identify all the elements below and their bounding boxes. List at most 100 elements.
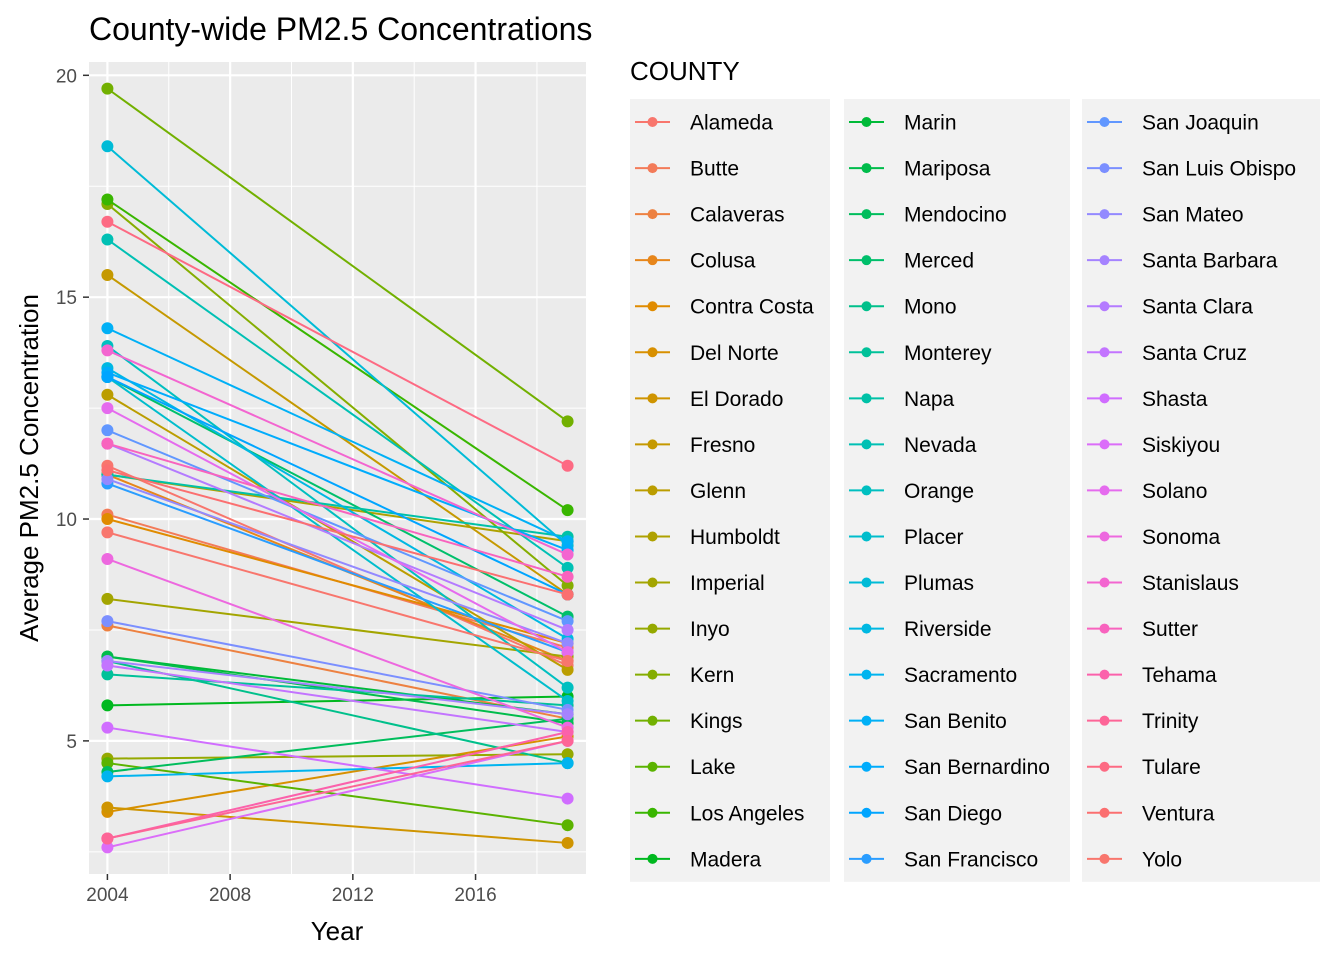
legend-item: Santa Barbara <box>1087 250 1278 273</box>
series-tulare <box>101 215 574 472</box>
series-san-mateo <box>101 473 574 650</box>
series-line <box>106 376 569 618</box>
legend-key-point <box>861 393 872 404</box>
legend-item: San Luis Obispo <box>1087 158 1296 181</box>
legend-key-point <box>647 531 658 542</box>
data-point <box>561 570 574 583</box>
data-point <box>101 437 114 450</box>
series-stanislaus <box>101 344 574 561</box>
series-line <box>107 660 568 716</box>
legend-label: Marin <box>904 112 957 135</box>
legend-item: Shasta <box>1087 388 1208 411</box>
legend-label: Trinity <box>1142 710 1199 733</box>
series-san-benito <box>101 322 574 548</box>
data-point <box>101 82 114 95</box>
series-line <box>107 469 568 596</box>
data-point <box>101 592 114 605</box>
legend-item: Sacramento <box>849 664 1017 687</box>
series-line <box>106 407 569 654</box>
series-layer <box>101 82 574 854</box>
legend-item: Riverside <box>849 618 992 641</box>
legend-label: San Luis Obispo <box>1142 158 1296 181</box>
legend-key-point <box>647 715 658 726</box>
legend-key-point <box>861 117 872 128</box>
legend-item: Madera <box>635 848 762 871</box>
legend-key-point <box>647 255 658 266</box>
legend-item: San Francisco <box>849 848 1038 871</box>
legend-item: Mono <box>849 296 957 319</box>
series-shasta <box>101 721 574 805</box>
legend-key-point <box>861 163 872 174</box>
legend-key-point <box>1099 301 1110 312</box>
legend-item: Mendocino <box>849 204 1007 227</box>
data-point <box>101 513 114 526</box>
legend-item: Alameda <box>635 112 773 135</box>
series-line <box>107 442 568 578</box>
legend-key-point <box>1099 393 1110 404</box>
legend-key-point <box>647 209 658 220</box>
series-line <box>107 762 568 778</box>
data-point <box>561 637 574 650</box>
legend-item: Tulare <box>1087 756 1201 779</box>
series-line <box>106 238 569 569</box>
legend-item: Calaveras <box>635 204 785 227</box>
data-point <box>101 140 114 153</box>
series-line <box>107 739 568 840</box>
data-point <box>101 832 114 845</box>
legend-key-point <box>861 853 872 864</box>
legend-label: Napa <box>904 388 955 411</box>
legend-key-point <box>1099 807 1110 818</box>
legend-label: Colusa <box>690 250 756 273</box>
data-point <box>561 681 574 694</box>
legend-key-point <box>861 623 872 634</box>
series-line <box>106 87 569 423</box>
y-tick-label: 10 <box>56 510 77 531</box>
legend-label: Del Norte <box>690 342 779 365</box>
series-sacramento <box>101 757 574 783</box>
legend-key-point <box>647 623 658 634</box>
legend-item: Kings <box>635 710 743 733</box>
series-line <box>107 429 568 623</box>
series-line <box>107 664 568 734</box>
legend-item: Fresno <box>635 434 755 457</box>
x-tick-label: 2012 <box>332 885 374 906</box>
series-line <box>107 349 568 556</box>
legend-item: Tehama <box>1087 664 1217 687</box>
legend-item: Glenn <box>635 480 746 503</box>
legend-item: Del Norte <box>635 342 779 365</box>
legend-item: Merced <box>849 250 974 273</box>
series-kings <box>101 82 574 428</box>
series-nevada <box>101 233 574 574</box>
data-point <box>101 344 114 357</box>
legend-item: Humboldt <box>635 526 780 549</box>
legend-label: Humboldt <box>690 526 780 549</box>
data-point <box>101 268 114 281</box>
legend-key-point <box>647 163 658 174</box>
data-point <box>101 388 114 401</box>
series-line <box>106 198 569 511</box>
legend-label: San Benito <box>904 710 1007 733</box>
series-line <box>107 518 568 645</box>
data-point <box>101 526 114 539</box>
data-point <box>561 588 574 601</box>
data-point <box>101 402 114 415</box>
series-line <box>107 478 568 645</box>
data-point <box>561 504 574 517</box>
legend-item: Monterey <box>849 342 992 365</box>
legend-key-point <box>861 531 872 542</box>
series-line <box>107 482 568 654</box>
legend-label: Nevada <box>904 434 977 457</box>
data-point <box>101 668 114 681</box>
legend-key-point <box>647 439 658 450</box>
legend-key-point <box>1099 117 1110 128</box>
legend-item: Marin <box>849 112 957 135</box>
legend-key-point <box>861 439 872 450</box>
legend-label: Kern <box>690 664 734 687</box>
data-point <box>561 757 574 770</box>
legend-key-point <box>1099 347 1110 358</box>
legend-item: San Bernardino <box>849 756 1050 779</box>
legend-label: El Dorado <box>690 388 783 411</box>
legend-label: Santa Clara <box>1142 296 1253 319</box>
legend-item: Kern <box>635 664 734 687</box>
data-point <box>561 655 574 668</box>
